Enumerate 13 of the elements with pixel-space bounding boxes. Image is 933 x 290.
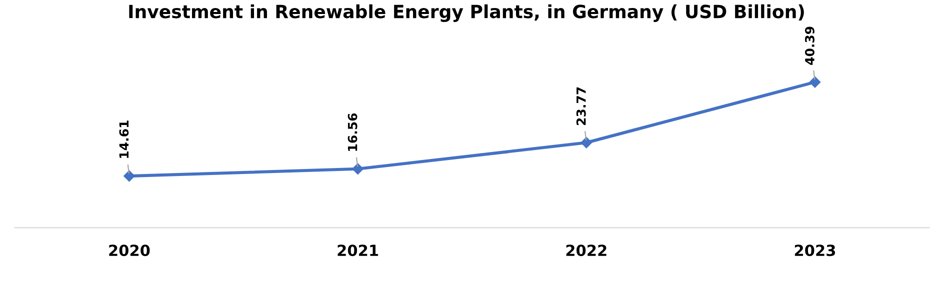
- x-tick-label: 2021: [338, 244, 378, 256]
- point: [124, 170, 135, 182]
- x-tick-label: 2020: [109, 244, 150, 256]
- data-label: 40.39: [804, 26, 814, 65]
- data-label: 23.77: [576, 87, 586, 125]
- data-label: 14.61: [119, 120, 129, 158]
- point: [809, 76, 821, 88]
- x-tick-label: 2022: [566, 244, 606, 256]
- data-label: 16.56: [348, 113, 358, 151]
- chart-title: Investment in Renewable Energy Plants, in Germany ( USD Billion): [129, 4, 804, 22]
- x-tick-label: 2023: [794, 244, 836, 256]
- point: [580, 137, 592, 148]
- point: [352, 163, 364, 175]
